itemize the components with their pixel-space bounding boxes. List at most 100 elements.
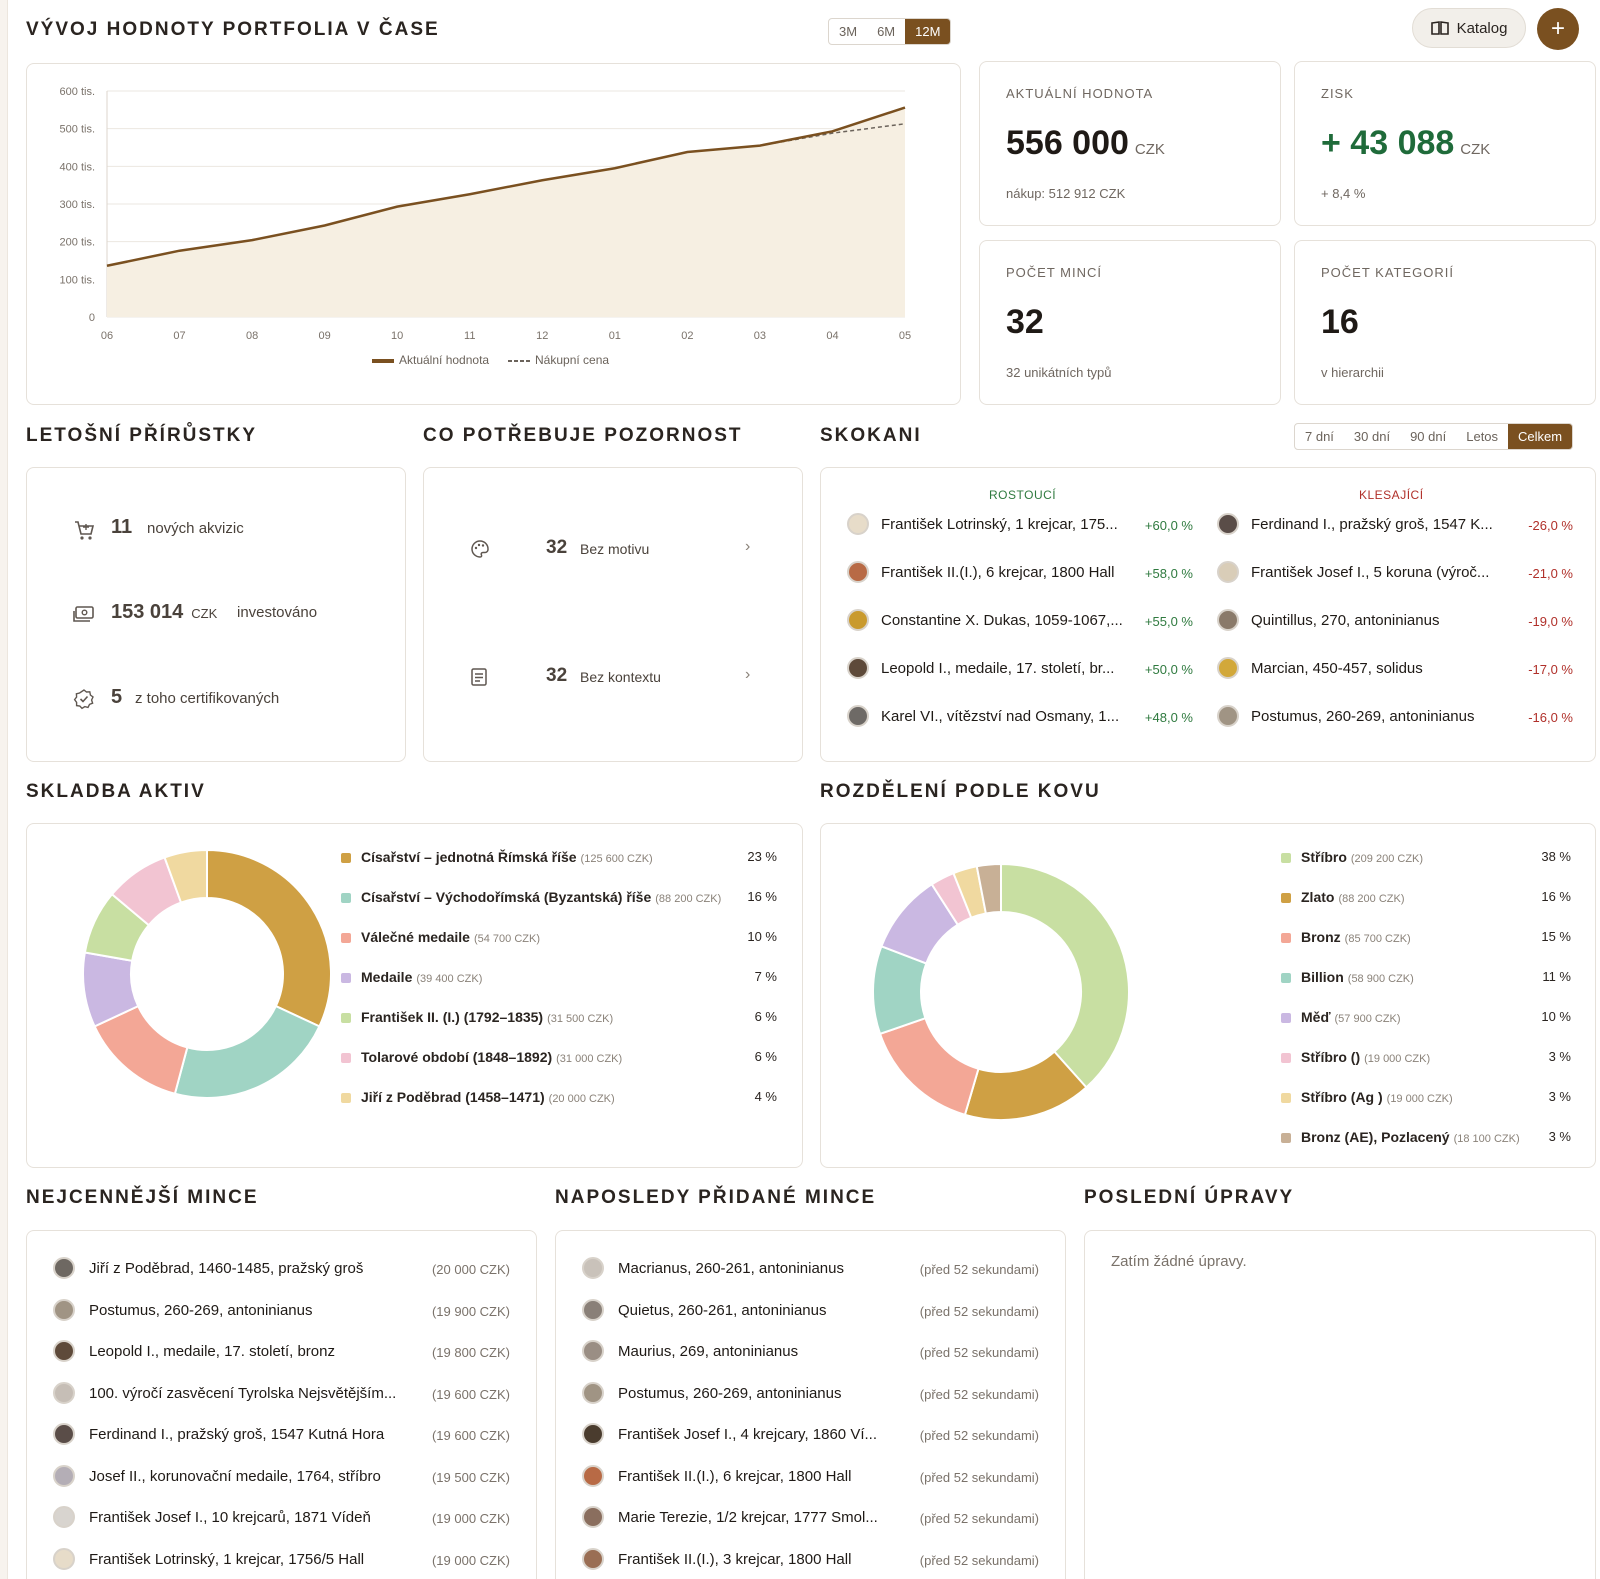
mover-percent: +55,0 % (1144, 614, 1193, 629)
donut-slice[interactable] (975, 862, 1002, 915)
period-all[interactable]: Celkem (1508, 424, 1573, 449)
period-30d[interactable]: 30 dní (1353, 429, 1391, 444)
coin-name-link[interactable]: František II.(I.), 6 krejcar, 1800 Hall (618, 1467, 852, 1485)
edits-card: Zatím žádné úpravy. (1084, 1230, 1596, 1579)
mover-name[interactable]: Karel VI., vítězství nad Osmany, 1... (881, 708, 1120, 725)
coin-thumbnail (1217, 561, 1239, 583)
coin-name-link[interactable]: František Josef I., 4 krejcary, 1860 Ví.… (618, 1426, 877, 1443)
x-tick-label: 04 (826, 330, 838, 342)
legend-percent: 3 % (1548, 1049, 1571, 1064)
attention-title: CO POTŘEBUJE POZORNOST (423, 425, 743, 446)
palette-icon (471, 540, 489, 558)
increment-invested-value: 153 014 CZK (111, 601, 218, 623)
mover-percent: -16,0 % (1528, 710, 1573, 725)
increment-certified-value: 5 (111, 686, 123, 708)
coin-name-link[interactable]: František Josef I., 10 krejcarů, 1871 Ví… (89, 1509, 371, 1526)
coin-thumbnail (847, 609, 869, 631)
mover-percent: -26,0 % (1528, 518, 1573, 533)
mover-name[interactable]: Ferdinand I., pražský groš, 1547 K... (1251, 516, 1493, 533)
mover-name[interactable]: Leopold I., medaile, 17. století, br... (881, 660, 1115, 677)
increments-card: 11 nových akvizic 153 014 CZK investováno… (26, 467, 406, 762)
attention-row-motiv[interactable]: 32 Bez motivu › (424, 518, 802, 580)
attention-motiv-label: Bez motivu (580, 541, 650, 557)
x-tick-label: 10 (391, 330, 403, 342)
coin-name-link[interactable]: 100. výročí zasvěcení Tyrolska Nejsvětěj… (89, 1384, 397, 1402)
period-7d[interactable]: 7 dní (1305, 429, 1334, 444)
coin-meta: (před 52 sekundami) (919, 1552, 1039, 1568)
mover-name[interactable]: Constantine X. Dukas, 1059-1067,... (881, 612, 1123, 629)
legend-swatch (341, 1093, 351, 1103)
coin-name-link[interactable]: Marie Terezie, 1/2 krejcar, 1777 Smol... (618, 1509, 878, 1526)
coin-thumbnail (53, 1257, 75, 1279)
legend-percent: 38 % (1541, 849, 1571, 864)
legend-label: Válečné medaile (54 700 CZK) (361, 929, 540, 945)
stat-categories-label: POČET KATEGORIÍ (1321, 265, 1454, 280)
coin-meta: (před 52 sekundami) (919, 1469, 1039, 1485)
coin-name-link[interactable]: Macrianus, 260-261, antoninianus (618, 1260, 844, 1277)
legend-percent: 16 % (1541, 889, 1571, 904)
coin-thumbnail (53, 1464, 75, 1487)
coin-name-link[interactable]: Postumus, 260-269, antoninianus (618, 1384, 842, 1402)
coin-name-link[interactable]: Ferdinand I., pražský groš, 1547 Kutná H… (89, 1426, 385, 1443)
coin-thumbnail (53, 1340, 75, 1362)
mover-name[interactable]: Marcian, 450-457, solidus (1251, 660, 1423, 677)
mover-name[interactable]: František Lotrinský, 1 krejcar, 175... (881, 516, 1118, 533)
attention-row-context[interactable]: 32 Bez kontextu › (424, 646, 802, 708)
y-tick-label: 400 tis. (60, 161, 95, 173)
stat-current-label: AKTUÁLNÍ HODNOTA (1006, 86, 1154, 101)
donut-slice[interactable] (878, 1016, 980, 1117)
coin-thumbnail (582, 1506, 604, 1528)
coin-name-link[interactable]: Maurius, 269, antoninianus (618, 1343, 799, 1360)
mover-percent: -19,0 % (1528, 614, 1573, 629)
stat-categories-sub: v hierarchii (1321, 365, 1384, 380)
donut-slice[interactable] (163, 848, 208, 904)
coin-name-link[interactable]: Quietus, 260-261, antoninianus (618, 1301, 827, 1319)
coin-name-link[interactable]: František II.(I.), 3 krejcar, 1800 Hall (618, 1550, 852, 1568)
coin-thumbnail (582, 1340, 604, 1362)
stat-coins-sub: 32 unikátních typů (1006, 365, 1112, 380)
legend-label: Císařství – jednotná Římská říše (125 600… (361, 849, 653, 865)
coin-name-link[interactable]: Postumus, 260-269, antoninianus (89, 1301, 313, 1319)
legend-percent: 7 % (754, 969, 777, 984)
stat-categories-card: POČET KATEGORIÍ 16 v hierarchii (1294, 240, 1596, 405)
edits-title: POSLEDNÍ ÚPRAVY (1084, 1187, 1295, 1208)
coin-name-link[interactable]: František Lotrinský, 1 krejcar, 1756/5 H… (89, 1550, 365, 1568)
donut-slice[interactable] (173, 1004, 321, 1099)
coin-thumbnail (1217, 657, 1239, 679)
mover-name[interactable]: František Josef I., 5 koruna (výroč... (1251, 564, 1490, 581)
coin-meta: (19 800 CZK) (431, 1345, 510, 1360)
tab-12m[interactable]: 12M (905, 19, 951, 44)
legend-label: Billion (58 900 CZK) (1301, 969, 1414, 985)
recent-title: NAPOSLEDY PŘIDANÉ MINCE (555, 1187, 877, 1208)
tab-3m[interactable]: 3M (839, 24, 858, 39)
mover-percent: -17,0 % (1528, 662, 1573, 677)
x-tick-label: 07 (173, 330, 185, 342)
legend-swatch (1281, 1093, 1291, 1103)
coin-name-link[interactable]: Leopold I., medaile, 17. století, bronz (89, 1343, 335, 1360)
legend-percent: 16 % (747, 889, 777, 904)
stat-profit-value: + 43 088 CZK (1321, 124, 1491, 162)
add-button[interactable]: + (1537, 8, 1579, 50)
donut-slice[interactable] (206, 848, 332, 1028)
valuable-title: NEJCENNĚJŠÍ MINCE (26, 1187, 259, 1208)
mover-name[interactable]: Postumus, 260-269, antoninianus (1251, 708, 1475, 725)
movers-down-header: KLESAJÍCÍ (1359, 488, 1424, 502)
tab-6m[interactable]: 6M (877, 24, 896, 39)
mover-name[interactable]: František II.(I.), 6 krejcar, 1800 Hall (881, 564, 1115, 581)
coin-meta: (před 52 sekundami) (919, 1303, 1039, 1319)
donut-slice[interactable] (1000, 862, 1130, 1089)
mover-name[interactable]: Quintillus, 270, antoninianus (1251, 612, 1440, 629)
catalog-label: Katalog (1456, 19, 1508, 37)
legend-swatch (341, 1053, 351, 1063)
coin-name-link[interactable]: Jiří z Poděbrad, 1460-1485, pražský groš (89, 1260, 364, 1277)
composition-title: SKLADBA AKTIV (26, 781, 206, 802)
coin-name-link[interactable]: Josef II., korunovační medaile, 1764, st… (89, 1467, 381, 1485)
coin-thumbnail (53, 1298, 75, 1321)
catalog-button[interactable]: Katalog (1412, 8, 1526, 48)
stat-profit-card: ZISK + 43 088 CZK + 8,4 % (1294, 61, 1596, 226)
period-ytd[interactable]: Letos (1466, 429, 1499, 444)
legend-swatch (341, 893, 351, 903)
coin-thumbnail (1217, 513, 1239, 535)
coin-meta: (19 900 CZK) (431, 1303, 510, 1319)
period-90d[interactable]: 90 dní (1410, 429, 1447, 444)
